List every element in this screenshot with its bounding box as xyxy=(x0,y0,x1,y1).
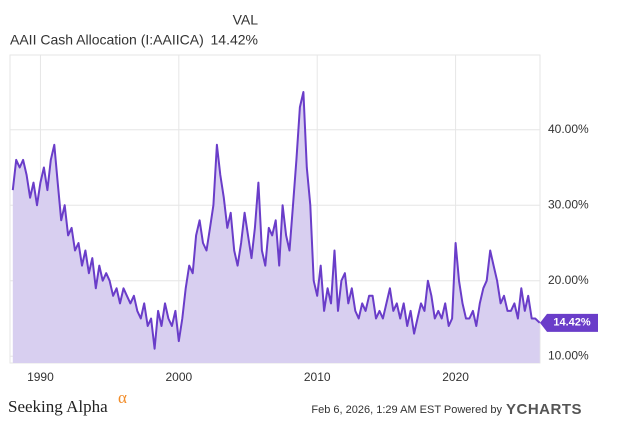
y-tick-label: 40.00% xyxy=(548,122,589,136)
value-tag xyxy=(540,313,598,332)
x-tick-label: 2010 xyxy=(304,370,331,384)
legend-header: VAL xyxy=(233,12,259,28)
x-tick-label: 2000 xyxy=(165,370,192,384)
series-name: AAII Cash Allocation (I:AAIICA) xyxy=(10,32,204,48)
logo-mark: α xyxy=(118,388,127,407)
y-tick-label: 20.00% xyxy=(548,273,589,287)
y-tick-label: 10.00% xyxy=(548,348,589,362)
x-tick-label: 1990 xyxy=(27,370,54,384)
logo: Seeking Alpha xyxy=(8,397,108,416)
timestamp: Feb 6, 2026, 1:29 AM EST Powered by xyxy=(311,404,502,416)
x-tick-label: 2020 xyxy=(442,370,469,384)
brand: YCHARTS xyxy=(506,401,582,418)
current-value: 14.42% xyxy=(211,32,258,48)
y-tick-label: 30.00% xyxy=(548,197,589,211)
value-label: 14.42% xyxy=(553,317,591,329)
line xyxy=(11,91,541,350)
